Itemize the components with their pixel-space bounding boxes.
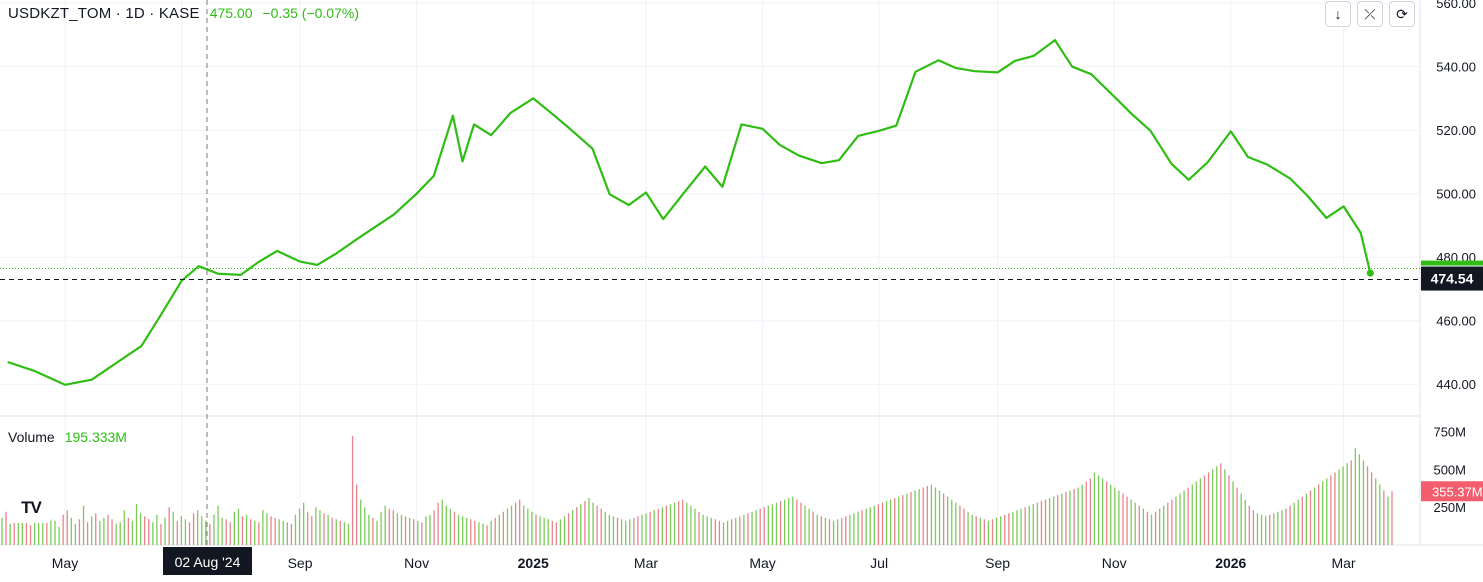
volume-value: 195.333M [64,429,127,445]
reset-icon[interactable]: ⟳ [1389,1,1415,27]
x-tick-label: Nov [1102,555,1127,571]
y-tick-label: 520.00 [1436,123,1476,138]
x-tick-label: Jul [870,555,888,571]
volume-tick-label: 750M [1433,425,1466,440]
chart-header: USDKZT_TOM · 1D · KASE 475.00 −0.35 (−0.… [8,5,359,22]
x-tick-label: 2026 [1215,555,1246,571]
y-tick-label: 560.00 [1436,0,1476,11]
y-tick-label: 460.00 [1436,314,1476,329]
x-tick-label: Sep [288,555,313,571]
symbol-label[interactable]: USDKZT_TOM · 1D · KASE [8,5,200,22]
x-tick-label: Mar [1331,555,1355,571]
chart-buttons: ↓ ⤫ ⟳ [1325,1,1415,27]
collapse-icon[interactable]: ⤫ [1357,1,1383,27]
crosshair-price-text: 474.54 [1431,271,1474,287]
down-arrow-icon[interactable]: ↓ [1325,1,1351,27]
volume-bars [1,436,1393,545]
volume-tick-label: 250M [1433,500,1466,515]
last-price-marker [1421,260,1483,266]
y-tick-label: 500.00 [1436,187,1476,202]
x-tick-label: Mar [634,555,658,571]
x-tick-label: Sep [985,555,1010,571]
volume-axis: 250M 500M 750M 355.37M [1421,425,1483,515]
x-tick-label: May [749,555,775,571]
price-line [7,39,1372,386]
tradingview-logo[interactable]: TV [11,493,51,523]
crosshair-price-tag [1421,266,1483,291]
last-price: 475.00 [209,5,253,21]
volume-label[interactable]: Volume [8,429,55,445]
price-change: −0.35 (−0.07%) [262,5,359,21]
crosshair-date-text: 02 Aug '24 [175,554,241,570]
last-volume-text: 355.37M [1432,484,1483,499]
x-tick-label: 2025 [518,555,549,571]
last-price-dot [1366,269,1374,277]
volume-tick-label: 500M [1433,462,1466,477]
time-axis[interactable]: MayJulSepNov2025MarMayJulSepNov2026Mar02… [52,547,1356,575]
price-line-layer [7,39,1374,386]
y-tick-label: 440.00 [1436,377,1476,392]
x-tick-label: Nov [404,555,429,571]
y-tick-label: 540.00 [1436,60,1476,75]
x-tick-label: May [52,555,78,571]
last-volume-tag [1421,481,1483,502]
overlay-layer [0,0,1420,545]
volume-legend: Volume 195.333M [8,429,127,445]
grid-lines [0,0,1483,546]
price-axis[interactable]: 440.00460.00480.00500.00520.00540.00560.… [1421,0,1483,392]
crosshair-date-tag [163,547,252,575]
